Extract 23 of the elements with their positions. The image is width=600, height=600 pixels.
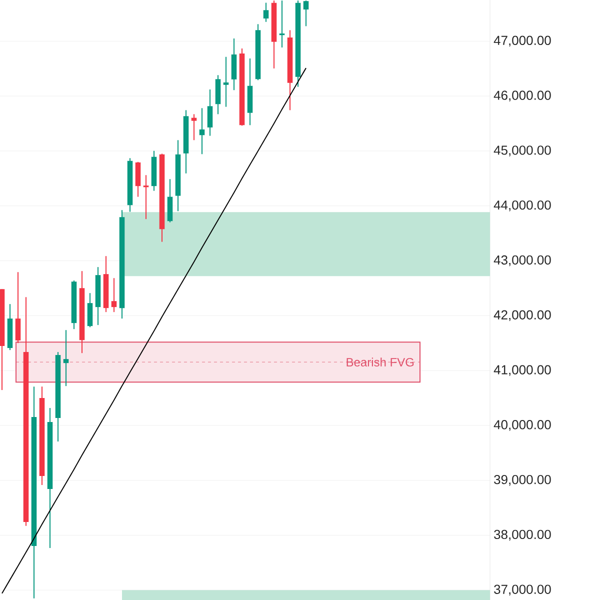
candlestick (87, 292, 93, 328)
y-tick-label: 37,000.00 (494, 584, 551, 596)
candlestick (207, 88, 213, 136)
y-tick-label: 40,000.00 (494, 420, 551, 431)
candlestick (135, 161, 141, 198)
y-tick-label: 43,000.00 (494, 255, 551, 266)
y-tick-label: 46,000.00 (494, 90, 551, 102)
y-tick-label: 42,000.00 (494, 310, 551, 322)
y-tick-label: 39,000.00 (494, 474, 551, 486)
y-tick-label: 44,000.00 (494, 200, 551, 212)
candlestick (199, 108, 205, 155)
y-tick-label: 38,000.00 (494, 530, 551, 541)
candlestick (223, 56, 229, 108)
candlestick (191, 114, 197, 141)
candlestick (111, 278, 117, 313)
candlestick (303, 0, 309, 27)
candlestick (263, 2, 269, 22)
band-label: Bearish FVG (346, 358, 414, 366)
candlestick (15, 272, 21, 344)
y-tick-label: 41,000.00 (494, 365, 551, 376)
candlestick (63, 330, 69, 387)
y-tick-label: 47,000.00 (494, 36, 551, 47)
y-tick-label: 45,000.00 (494, 146, 551, 156)
